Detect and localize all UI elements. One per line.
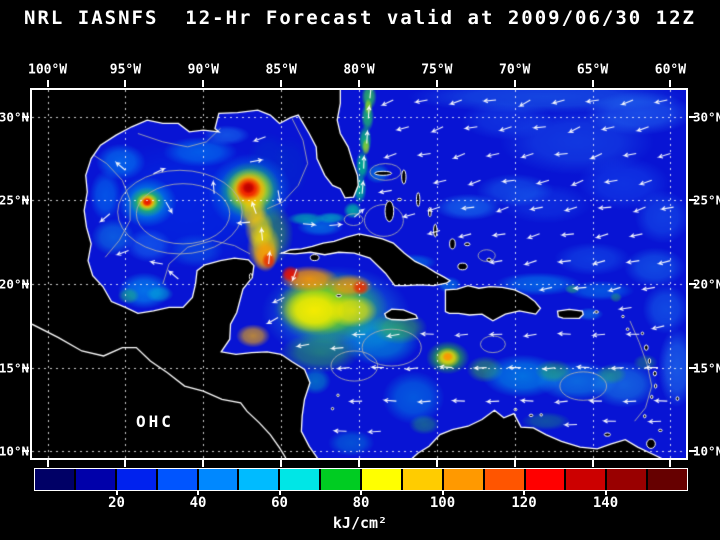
lat-tickmark-left bbox=[22, 199, 29, 202]
map-canvas bbox=[32, 90, 686, 458]
colorbar-tickmark bbox=[278, 491, 281, 495]
lon-tick-label: 80°W bbox=[343, 62, 375, 78]
lon-tickmark-top bbox=[202, 80, 205, 87]
colorbar-tickmark bbox=[360, 491, 362, 495]
lat-tickmark-right bbox=[689, 199, 696, 202]
colorbar-segment bbox=[321, 469, 360, 490]
lon-tickmark-top bbox=[124, 80, 127, 87]
lon-tickmark-top bbox=[591, 80, 594, 87]
lat-tick-label-left: 20°N bbox=[0, 276, 29, 292]
lon-tickmark-bottom bbox=[591, 460, 594, 467]
lat-tick-label-left: 25°N bbox=[0, 192, 29, 208]
lon-tickmark-bottom bbox=[669, 460, 672, 467]
lon-tickmark-top bbox=[358, 80, 360, 87]
colorbar-segment bbox=[198, 469, 238, 490]
colorbar-tick-label: 60 bbox=[271, 495, 288, 511]
colorbar-tick-label: 140 bbox=[592, 495, 619, 511]
colorbar-segment bbox=[443, 469, 483, 490]
colorbar-tickmark bbox=[115, 491, 118, 495]
lat-tickmark-left bbox=[22, 115, 29, 118]
colorbar-unit-label: kJ/cm² bbox=[332, 514, 388, 532]
lat-tickmark-right bbox=[689, 366, 696, 369]
colorbar-segment bbox=[402, 469, 442, 490]
lat-tick-label-right: 15°N bbox=[693, 360, 720, 376]
lat-tickmark-left bbox=[22, 283, 29, 286]
lon-tickmark-top bbox=[435, 80, 438, 87]
lon-tick-label: 60°W bbox=[654, 62, 687, 78]
colorbar-segment bbox=[484, 469, 524, 490]
lon-tickmark-bottom bbox=[280, 460, 283, 467]
lat-tick-label-left: 10°N bbox=[0, 443, 29, 459]
lon-tick-label: 100°W bbox=[27, 62, 68, 78]
lon-tickmark-bottom bbox=[46, 460, 49, 467]
lat-tickmark-left bbox=[22, 366, 29, 369]
lat-tickmark-right bbox=[689, 450, 696, 453]
lon-tick-label: 65°W bbox=[576, 62, 609, 78]
colorbar-tick-label: 100 bbox=[429, 495, 456, 511]
colorbar-tickmark bbox=[604, 491, 607, 495]
lon-tickmark-top bbox=[669, 80, 672, 87]
ohc-label: OHC bbox=[136, 412, 174, 431]
colorbar-tickmark bbox=[523, 491, 525, 495]
lon-tick-label: 90°W bbox=[187, 62, 219, 78]
colorbar-segment bbox=[75, 469, 115, 490]
colorbar-segment bbox=[525, 469, 565, 490]
plot-title: NRL IASNFS 12-Hr Forecast valid at 2009/… bbox=[24, 7, 696, 29]
lon-tickmark-bottom bbox=[358, 460, 360, 467]
colorbar-segment bbox=[566, 469, 606, 490]
colorbar-segment bbox=[648, 469, 687, 490]
lon-tick-label: 70°W bbox=[499, 62, 531, 78]
lat-tickmark-right bbox=[689, 115, 696, 118]
colorbar-segment bbox=[280, 469, 320, 490]
colorbar-segment bbox=[157, 469, 197, 490]
lat-tick-label-right: 20°N bbox=[693, 276, 720, 292]
colorbar-segment bbox=[362, 469, 401, 490]
lon-tickmark-bottom bbox=[435, 460, 438, 467]
lat-tickmark-right bbox=[689, 283, 696, 286]
colorbar-tick-label: 20 bbox=[108, 495, 125, 511]
colorbar-segment bbox=[35, 469, 74, 490]
lat-tick-label-left: 30°N bbox=[0, 109, 29, 125]
colorbar-segment bbox=[607, 469, 647, 490]
lon-tickmark-bottom bbox=[513, 460, 516, 467]
colorbar-segment bbox=[239, 469, 279, 490]
lat-tick-label-right: 30°N bbox=[693, 109, 720, 125]
lon-tickmark-bottom bbox=[202, 460, 205, 467]
lon-tick-label: 75°W bbox=[421, 62, 453, 78]
colorbar bbox=[34, 468, 688, 491]
lon-tick-label: 95°W bbox=[109, 62, 142, 78]
lon-tickmark-top bbox=[46, 80, 49, 87]
colorbar-tickmark bbox=[441, 491, 444, 495]
colorbar-tick-label: 80 bbox=[352, 495, 370, 511]
lon-tickmark-top bbox=[513, 80, 516, 87]
lon-tickmark-top bbox=[280, 80, 283, 87]
lat-tick-label-right: 10°N bbox=[693, 443, 720, 459]
colorbar-tick-label: 40 bbox=[189, 495, 207, 511]
colorbar-tickmark bbox=[197, 491, 199, 495]
lat-tickmark-left bbox=[22, 450, 29, 453]
lat-tick-label-left: 15°N bbox=[0, 360, 29, 376]
colorbar-tick-label: 120 bbox=[511, 495, 537, 511]
colorbar-segment bbox=[116, 469, 156, 490]
map-frame: OHC bbox=[30, 88, 688, 460]
lon-tick-label: 85°W bbox=[265, 62, 297, 78]
lon-tickmark-bottom bbox=[124, 460, 127, 467]
lat-tick-label-right: 25°N bbox=[693, 192, 720, 208]
